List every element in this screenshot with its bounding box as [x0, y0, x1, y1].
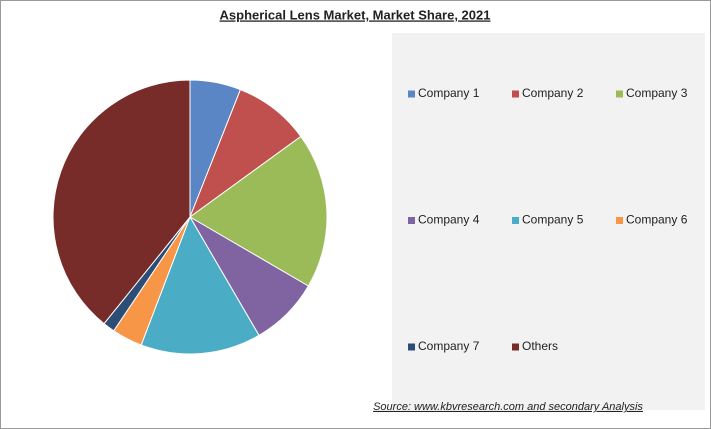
legend-swatch [408, 217, 415, 224]
legend-label: Others [522, 339, 558, 353]
chart-title: Aspherical Lens Market, Market Share, 20… [220, 7, 491, 22]
pie-slice [140, 215, 260, 355]
legend-label: Company 5 [522, 213, 584, 227]
legend-label: Company 6 [626, 213, 688, 227]
legend-label: Company 3 [626, 86, 688, 100]
legend-swatch [512, 343, 519, 351]
source-note: Source: www.kbvresearch.com and secondar… [373, 401, 643, 413]
legend-swatch [512, 217, 519, 224]
pie-slice [189, 135, 328, 287]
legend-label: Company 7 [418, 339, 480, 353]
legend-swatch [408, 343, 415, 351]
legend-label: Company 2 [522, 86, 584, 100]
legend-label: Company 1 [418, 86, 480, 100]
legend-swatch [408, 90, 415, 98]
legend-label: Company 4 [418, 213, 480, 227]
legend-swatch [616, 90, 623, 98]
legend-area [392, 33, 705, 410]
pie-slice [52, 79, 191, 325]
legend-swatch [512, 90, 519, 98]
legend-swatch [616, 217, 623, 224]
